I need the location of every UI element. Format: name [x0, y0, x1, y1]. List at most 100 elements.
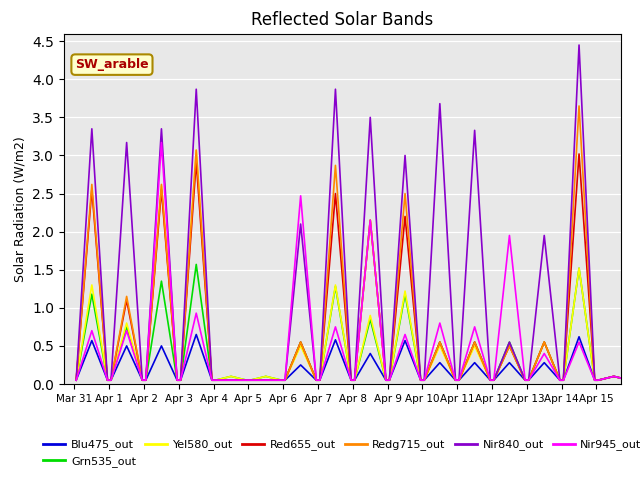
Redg715_out: [455, 377, 463, 383]
Blu475_out: [278, 377, 285, 383]
Red655_out: [525, 377, 532, 383]
Yel580_out: [490, 377, 498, 383]
Yel580_out: [366, 312, 374, 318]
Nir840_out: [212, 377, 220, 383]
Nir945_out: [575, 339, 583, 345]
Grn535_out: [138, 377, 146, 383]
Nir840_out: [382, 377, 390, 383]
Nir945_out: [208, 377, 216, 383]
Redg715_out: [138, 377, 146, 383]
Nir840_out: [420, 377, 428, 383]
Blu475_out: [401, 338, 409, 344]
Grn535_out: [525, 377, 532, 383]
Nir945_out: [420, 377, 428, 383]
Blu475_out: [142, 377, 150, 383]
Blu475_out: [595, 377, 602, 383]
Grn535_out: [157, 278, 165, 284]
Redg715_out: [157, 181, 165, 187]
Redg715_out: [382, 377, 390, 383]
Nir945_out: [351, 377, 358, 383]
Text: SW_arable: SW_arable: [75, 58, 148, 71]
Blu475_out: [610, 373, 618, 379]
Yel580_out: [452, 377, 460, 383]
Red655_out: [157, 187, 165, 192]
Yel580_out: [177, 377, 184, 383]
Red655_out: [559, 377, 567, 383]
Nir840_out: [142, 377, 150, 383]
Grn535_out: [243, 377, 250, 383]
Redg715_out: [316, 377, 324, 383]
Nir945_out: [348, 377, 355, 383]
Nir840_out: [208, 377, 216, 383]
Redg715_out: [332, 163, 339, 168]
Redg715_out: [575, 103, 583, 109]
Red655_out: [455, 377, 463, 383]
Yel580_out: [626, 377, 634, 383]
Yel580_out: [420, 377, 428, 383]
Red655_out: [490, 377, 498, 383]
Nir840_out: [556, 377, 564, 383]
Nir945_out: [540, 351, 548, 357]
Nir840_out: [351, 377, 358, 383]
Nir945_out: [382, 377, 390, 383]
Redg715_out: [401, 191, 409, 196]
Grn535_out: [332, 284, 339, 289]
Nir945_out: [262, 377, 269, 383]
Blu475_out: [521, 377, 529, 383]
Yel580_out: [278, 377, 285, 383]
Nir945_out: [455, 377, 463, 383]
Grn535_out: [316, 377, 324, 383]
Blu475_out: [243, 377, 250, 383]
Red655_out: [417, 377, 424, 383]
Nir945_out: [332, 324, 339, 330]
Grn535_out: [208, 377, 216, 383]
Nir945_out: [366, 217, 374, 223]
Nir840_out: [436, 101, 444, 107]
Red655_out: [107, 377, 115, 383]
Yel580_out: [486, 377, 494, 383]
Legend: Blu475_out, Grn535_out, Yel580_out, Red655_out, Redg715_out, Nir840_out, Nir945_: Blu475_out, Grn535_out, Yel580_out, Red6…: [39, 435, 640, 471]
Red655_out: [312, 377, 320, 383]
Nir945_out: [123, 328, 131, 334]
Nir945_out: [88, 328, 96, 334]
Nir945_out: [246, 377, 254, 383]
Red655_out: [610, 373, 618, 379]
Line: Nir840_out: Nir840_out: [76, 45, 630, 380]
Nir840_out: [610, 373, 618, 379]
Nir945_out: [297, 193, 305, 199]
Red655_out: [177, 377, 184, 383]
Grn535_out: [123, 324, 131, 330]
Yel580_out: [212, 377, 220, 383]
Grn535_out: [595, 377, 602, 383]
Nir945_out: [142, 377, 150, 383]
Blu475_out: [559, 377, 567, 383]
Redg715_out: [104, 377, 111, 383]
Grn535_out: [177, 377, 184, 383]
Nir840_out: [591, 377, 598, 383]
Grn535_out: [521, 377, 529, 383]
Grn535_out: [626, 377, 634, 383]
Nir840_out: [521, 377, 529, 383]
Nir945_out: [401, 332, 409, 337]
Grn535_out: [610, 373, 618, 379]
Grn535_out: [382, 377, 390, 383]
Grn535_out: [506, 339, 513, 345]
Nir840_out: [366, 115, 374, 120]
Redg715_out: [243, 377, 250, 383]
Red655_out: [297, 339, 305, 345]
Red655_out: [278, 377, 285, 383]
Grn535_out: [312, 377, 320, 383]
Grn535_out: [452, 377, 460, 383]
Grn535_out: [575, 265, 583, 271]
Y-axis label: Solar Radiation (W/m2): Solar Radiation (W/m2): [13, 136, 27, 282]
Line: Redg715_out: Redg715_out: [76, 106, 630, 380]
Red655_out: [243, 377, 250, 383]
Redg715_out: [208, 377, 216, 383]
Nir945_out: [173, 377, 181, 383]
Red655_out: [212, 377, 220, 383]
Line: Yel580_out: Yel580_out: [76, 150, 630, 380]
Red655_out: [540, 339, 548, 345]
Nir945_out: [138, 377, 146, 383]
Blu475_out: [575, 334, 583, 340]
Grn535_out: [348, 377, 355, 383]
